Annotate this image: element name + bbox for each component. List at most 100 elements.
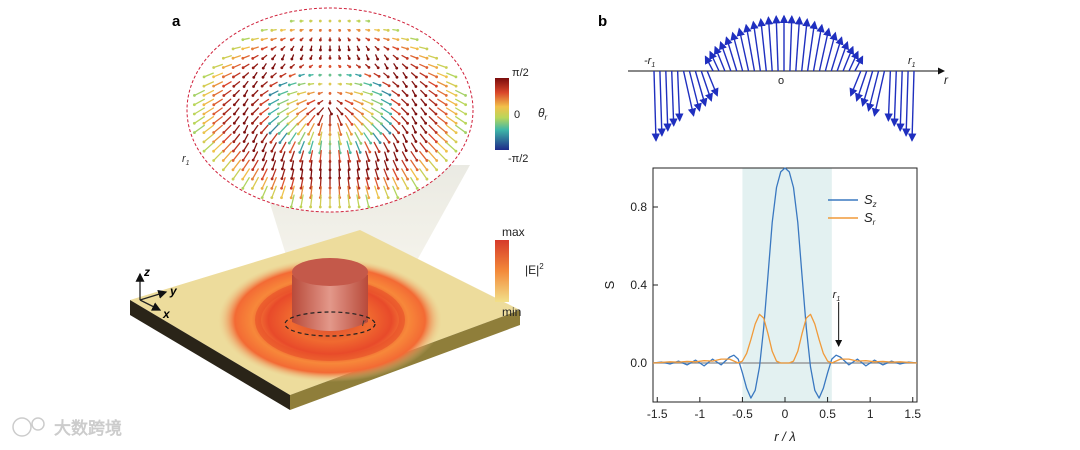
vector-arrow [319,194,322,208]
vector-arrow-head [252,140,255,143]
vector-arrow-head [193,131,196,134]
vector-arrow-head [251,38,254,42]
vector-arrow-head [289,205,293,209]
radial-vector [824,31,838,72]
vector-arrow-head [307,132,310,136]
vector-arrow-head [317,101,321,105]
vector-arrow [252,124,259,134]
vector-arrow-head [377,28,380,32]
axis-z-label: z [143,265,150,279]
vector-arrow-head [328,82,332,86]
vector-arrow-head [454,140,458,144]
vector-arrow-head [251,121,254,125]
panel-a-label: a [172,13,181,30]
vector-arrow-head [192,121,196,125]
vector-arrow-head [317,123,321,127]
vector-arrow [355,140,361,154]
vector-arrow-head [377,186,380,190]
vector-arrow-head [309,205,313,209]
vector-arrow [260,107,270,115]
vector-arrow [232,150,241,162]
vector-arrow [371,99,383,105]
vector-arrow-head [454,93,458,97]
vector-arrow [437,107,447,115]
vector-arrow-head [251,158,255,162]
vector-arrow-head [357,186,361,190]
vector-arrow [203,124,215,134]
vector-arrow-head [367,38,371,42]
vector-arrow-head [241,168,245,172]
vector-arrow [436,81,448,87]
vector-arrow [299,150,305,162]
vector-arrow [362,91,373,95]
vector-arrow-head [406,103,409,107]
vector-arrow [222,150,233,162]
vector-arrow-head [350,132,353,136]
vector-arrow [380,115,392,125]
vector-arrow [307,114,316,126]
vector-arrow-head [435,56,439,60]
vector-arrow-head [425,149,428,153]
vector-arrow-head [424,103,428,107]
radial-vector [890,70,899,127]
vector-arrow-head [396,177,400,181]
vector-arrow-head [222,121,226,125]
vector-arrow-head [271,66,275,70]
y-ticks: 0.0 0.4 0.8 [630,200,658,370]
radial-vector [812,23,825,72]
vector-arrow-head [260,38,264,41]
radial-vector [854,55,864,72]
vector-arrow-head [280,158,284,162]
vector-arrow [428,81,438,87]
vector-arrow-head [338,205,342,209]
vector-arrow [233,133,241,143]
vector-arrow-head [318,82,321,86]
vector-arrow-head [445,149,448,153]
vector-arrow-head [397,103,401,106]
vector-arrow [318,122,323,136]
vector-arrow [392,159,398,171]
vector-arrow [287,123,298,135]
vector-arrow-head [222,112,226,116]
panel-b: b -r1 r1 o r -1.5 -1 -0.5 0 0.5 1 1.5 0.00.40.… [598,13,949,444]
vector-arrow-head [425,75,428,79]
vector-arrow-head [414,140,418,143]
vector-arrow-head [415,149,418,153]
vector-arrow [307,123,315,135]
vector-arrow [427,150,438,162]
vector-arrow [365,150,370,162]
vector-arrow-head [386,186,390,190]
vector-arrow [296,107,308,115]
vector-arrow-head [252,149,256,153]
vector-arrow-head [260,140,264,144]
vector-arrow-head [268,93,272,97]
vector-arrow-head [232,149,235,153]
vector-arrow-head [454,149,458,153]
vector-arrow-head [386,196,390,200]
vector-arrow-head [376,47,380,51]
vector-arrow-head [259,103,263,106]
vector-arrow [428,133,438,143]
watermark: 大数跨境 [12,417,122,438]
vector-arrow [445,89,457,97]
vector-arrow [410,151,418,161]
vector-arrow-head [358,65,361,69]
vector-arrow-head [424,121,428,125]
vector-arrow [337,131,342,145]
vector-arrow-head [444,84,448,88]
vector-arrow [345,123,353,135]
vector-arrow-head [338,65,342,68]
vector-arrow-head [268,122,271,126]
vector-arrow-head [415,168,419,172]
vector-arrow-head [299,48,303,52]
vector-arrow [262,159,268,171]
vector-arrow [392,168,399,180]
vector-arrow-head [270,149,274,153]
vector-arrow-head [261,149,265,153]
vector-arrow-head [328,48,332,52]
vector-arrow [319,159,322,171]
vector-arrow [382,133,390,143]
vector-arrow-head [386,167,389,171]
chart-series [652,167,918,399]
vector-arrow-head [424,131,428,134]
